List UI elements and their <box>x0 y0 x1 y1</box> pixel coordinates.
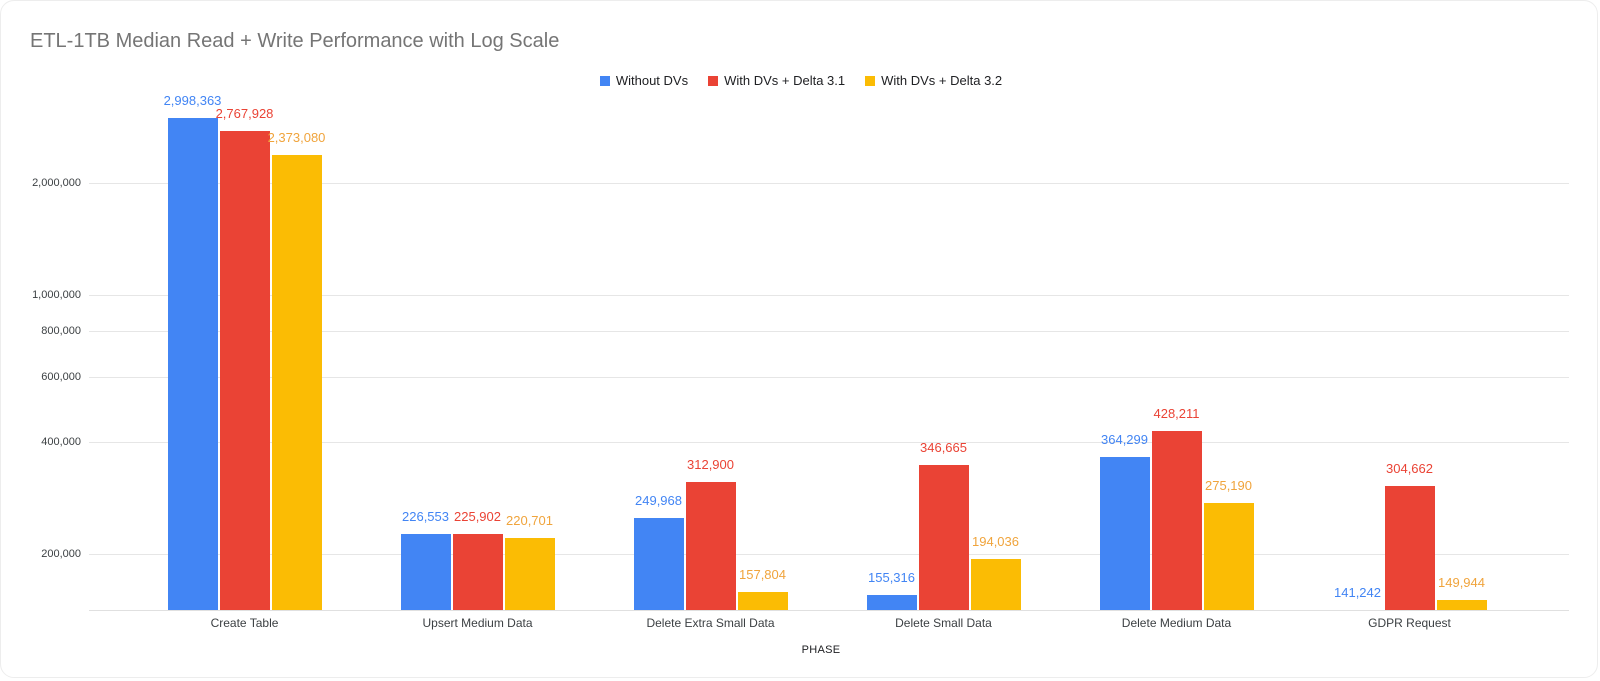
bar <box>1203 502 1254 610</box>
bar-value-label: 304,662 <box>1386 461 1433 477</box>
bar <box>685 481 736 610</box>
bar <box>866 594 917 610</box>
bar-value-label: 194,036 <box>972 533 1019 549</box>
legend-label: Without DVs <box>615 73 689 88</box>
bar <box>504 538 555 610</box>
y-axis-tick-label: 400,000 <box>41 436 81 449</box>
category-label: Create Table <box>210 616 279 630</box>
bar-value-label: 2,373,080 <box>267 130 326 146</box>
x-axis-baseline <box>89 610 1569 611</box>
bar <box>167 117 218 610</box>
bar-value-label: 226,553 <box>402 508 449 524</box>
y-axis-tick-label: 200,000 <box>41 547 81 560</box>
bar <box>271 155 322 610</box>
bar <box>1151 431 1202 610</box>
gridline <box>89 294 1569 296</box>
bar-value-label: 364,299 <box>1101 432 1148 448</box>
legend-label: With DVs + Delta 3.1 <box>724 73 846 88</box>
category-label: Delete Extra Small Data <box>646 616 775 630</box>
bar <box>633 518 684 610</box>
bar <box>1436 600 1487 610</box>
bar-value-label: 149,944 <box>1438 575 1485 591</box>
bar-value-label: 157,804 <box>739 567 786 583</box>
legend-item: Without DVs <box>599 73 689 88</box>
gridline <box>89 330 1569 332</box>
legend: Without DVs With DVs + Delta 3.1 With DVs … <box>1 73 1600 88</box>
bar-value-label: 2,998,363 <box>163 92 222 108</box>
bar <box>918 465 969 610</box>
bar-value-label: 225,902 <box>454 509 501 525</box>
y-axis-tick-label: 600,000 <box>41 370 81 383</box>
legend-swatch-icon <box>599 75 610 86</box>
bar <box>737 592 788 610</box>
y-axis-tick-label: 1,000,000 <box>32 288 81 301</box>
legend-swatch-icon <box>865 75 876 86</box>
bar-value-label: 155,316 <box>868 569 915 585</box>
bar-value-label: 249,968 <box>635 493 682 509</box>
gridline <box>89 376 1569 378</box>
bar-value-label: 312,900 <box>687 456 734 472</box>
y-axis-tick-label: 2,000,000 <box>32 176 81 189</box>
category-label: GDPR Request <box>1368 616 1451 630</box>
x-axis-title: PHASE <box>801 644 841 656</box>
gridline <box>89 442 1569 444</box>
category-label: Upsert Medium Data <box>422 616 533 630</box>
bar-value-label: 220,701 <box>506 513 553 529</box>
legend-item: With DVs + Delta 3.1 <box>708 73 845 88</box>
category-label: Delete Medium Data <box>1121 616 1232 630</box>
legend-swatch-icon <box>708 75 719 86</box>
bar-value-label: 2,767,928 <box>215 105 274 121</box>
gridline <box>89 553 1569 555</box>
legend-label: With DVs + Delta 3.2 <box>881 73 1003 88</box>
bar <box>219 130 270 610</box>
bar <box>452 534 503 610</box>
bar-value-label: 275,190 <box>1205 477 1252 493</box>
bar <box>400 533 451 610</box>
bar-value-label: 141,242 <box>1334 585 1381 600</box>
bar <box>970 558 1021 610</box>
gridline <box>89 182 1569 184</box>
bar <box>1099 457 1150 610</box>
bar-value-label: 428,211 <box>1153 406 1200 422</box>
legend-item: With DVs + Delta 3.2 <box>865 73 1002 88</box>
chart-title: ETL-1TB Median Read + Write Performance … <box>30 30 560 52</box>
bar-value-label: 346,665 <box>920 440 967 456</box>
bar <box>1384 486 1435 610</box>
category-label: Delete Small Data <box>895 616 992 630</box>
y-axis-tick-label: 800,000 <box>41 324 81 337</box>
